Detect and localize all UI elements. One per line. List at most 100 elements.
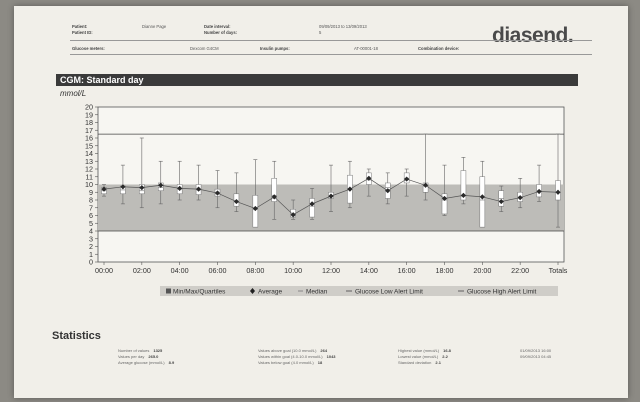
- y-tick-label: 8: [89, 196, 93, 205]
- y-tick-label: 20: [85, 103, 93, 112]
- y-tick-label: 15: [85, 141, 93, 150]
- y-tick-label: 3: [89, 234, 93, 243]
- patient-value: Dianne Page: [142, 24, 167, 29]
- statistics-row: Values above goal (10.0 mmol/L) 264: [258, 348, 327, 353]
- y-tick-label: 12: [85, 165, 93, 174]
- average-marker: [158, 182, 164, 188]
- x-tick-label: 02:00: [133, 266, 151, 275]
- average-marker: [460, 192, 467, 198]
- x-tick-label: 08:00: [246, 266, 264, 275]
- statistics-label: Values above goal (10.0 mmol/L): [258, 348, 317, 353]
- y-tick-label: 4: [89, 227, 93, 236]
- quartile-box: [271, 178, 277, 202]
- average-marker: [347, 186, 353, 192]
- statistics-value: 264: [320, 348, 328, 353]
- quartile-box: [441, 193, 448, 215]
- statistics-label: Values per day: [118, 354, 145, 359]
- statistics-row: Values per day 265.0: [118, 354, 158, 359]
- statistics-row: Lowest value (mmol/L) 2.2: [398, 354, 448, 359]
- statistics-label: Lowest value (mmol/L): [398, 354, 439, 359]
- statistics-label: Number of values: [118, 348, 150, 353]
- statistics-row: Number of values 1325: [118, 348, 162, 353]
- statistics-label: 01/09/2013 16:00: [520, 348, 552, 353]
- x-tick-label: 06:00: [209, 266, 227, 275]
- average-marker: [195, 186, 202, 192]
- num-days-value: 5: [319, 30, 322, 35]
- y-tick-label: 16: [85, 134, 93, 143]
- average-marker: [498, 198, 504, 205]
- glucose-meters-value: Dexcom G4CM: [190, 46, 219, 51]
- average-marker: [252, 205, 258, 212]
- y-tick-label: 19: [85, 110, 93, 119]
- header-divider: [70, 40, 592, 41]
- average-marker: [536, 188, 542, 195]
- num-days-label: Number of days:: [204, 30, 238, 35]
- x-tick-label: 20:00: [473, 266, 491, 275]
- legend-label: Average: [258, 289, 282, 296]
- average-marker: [271, 194, 277, 200]
- x-tick-label: 14:00: [360, 266, 378, 275]
- statistics-row: Values within goal (4.0-10.0 mmol/L) 1043: [258, 354, 336, 359]
- statistics-label: Standard deviation: [398, 360, 432, 365]
- legend-box: [160, 286, 558, 296]
- average-marker: [555, 189, 561, 195]
- meter-divider: [70, 54, 592, 55]
- average-marker: [479, 194, 485, 200]
- average-marker: [233, 198, 240, 205]
- legend-swatch-minmax: [166, 288, 171, 294]
- section-title-banner: CGM: Standard day: [56, 74, 578, 86]
- statistics-value: 16.8: [443, 348, 451, 353]
- average-marker: [309, 201, 315, 207]
- average-marker: [290, 212, 296, 218]
- average-marker: [422, 182, 429, 188]
- average-marker: [517, 195, 523, 201]
- statistics-label: Highest value (mmol/L): [398, 348, 440, 353]
- y-tick-label: 14: [85, 149, 93, 158]
- y-tick-label: 9: [89, 188, 93, 197]
- average-marker: [214, 190, 221, 196]
- statistics-value: 1043: [326, 354, 336, 359]
- average-marker: [441, 195, 448, 202]
- average-marker: [404, 176, 410, 182]
- legend-swatch-average: [250, 288, 255, 294]
- x-tick-label: 10:00: [284, 266, 302, 275]
- quartile-box: [460, 170, 467, 201]
- date-interval-value: 09/09/2013 to 13/09/2013: [319, 24, 367, 29]
- statistics-value: 8.9: [168, 360, 175, 365]
- glucose-meters-label: Glucose meters:: [72, 46, 105, 51]
- x-tick-label: 12:00: [322, 266, 340, 275]
- statistics-label: Values within goal (4.0-10.0 mmol/L): [258, 354, 323, 359]
- y-tick-label: 0: [89, 258, 93, 267]
- y-tick-label: 13: [85, 157, 93, 166]
- statistics-row: Average glucose (mmol/L) 8.9: [118, 360, 174, 365]
- x-tick-label: 00:00: [95, 266, 113, 275]
- x-tick-label: Totals: [549, 266, 568, 275]
- y-tick-label: 10: [85, 180, 93, 189]
- x-tick-label: 04:00: [171, 266, 189, 275]
- y-axis-unit-label: mmol/L: [60, 89, 87, 98]
- average-marker: [177, 185, 183, 191]
- quartile-box: [479, 176, 486, 228]
- average-marker: [120, 184, 126, 190]
- statistics-row: 01/09/2013 16:00: [520, 348, 551, 353]
- statistics-value: 265.0: [148, 354, 159, 359]
- statistics-value: 2.2: [442, 354, 448, 359]
- y-tick-label: 17: [85, 126, 93, 135]
- statistics-row: Highest value (mmol/L) 16.8: [398, 348, 451, 353]
- quartile-box: [252, 195, 259, 228]
- statistics-label: Average glucose (mmol/L): [118, 360, 165, 365]
- statistics-value: 1325: [153, 348, 163, 353]
- legend-label: Glucose High Alert Limit: [467, 289, 537, 296]
- y-tick-label: 2: [89, 242, 93, 251]
- y-tick-label: 11: [86, 172, 93, 181]
- statistics-label: Values below goal (4.0 mmol/L): [258, 360, 314, 365]
- average-marker: [366, 175, 372, 181]
- y-tick-label: 7: [89, 203, 93, 212]
- y-tick-label: 6: [89, 211, 93, 220]
- average-marker: [385, 188, 391, 194]
- statistics-value: 18: [317, 360, 323, 365]
- statistics-row: 09/09/2013 04:45: [520, 354, 551, 359]
- y-tick-label: 1: [89, 250, 93, 259]
- date-interval-label: Date interval:: [204, 24, 231, 29]
